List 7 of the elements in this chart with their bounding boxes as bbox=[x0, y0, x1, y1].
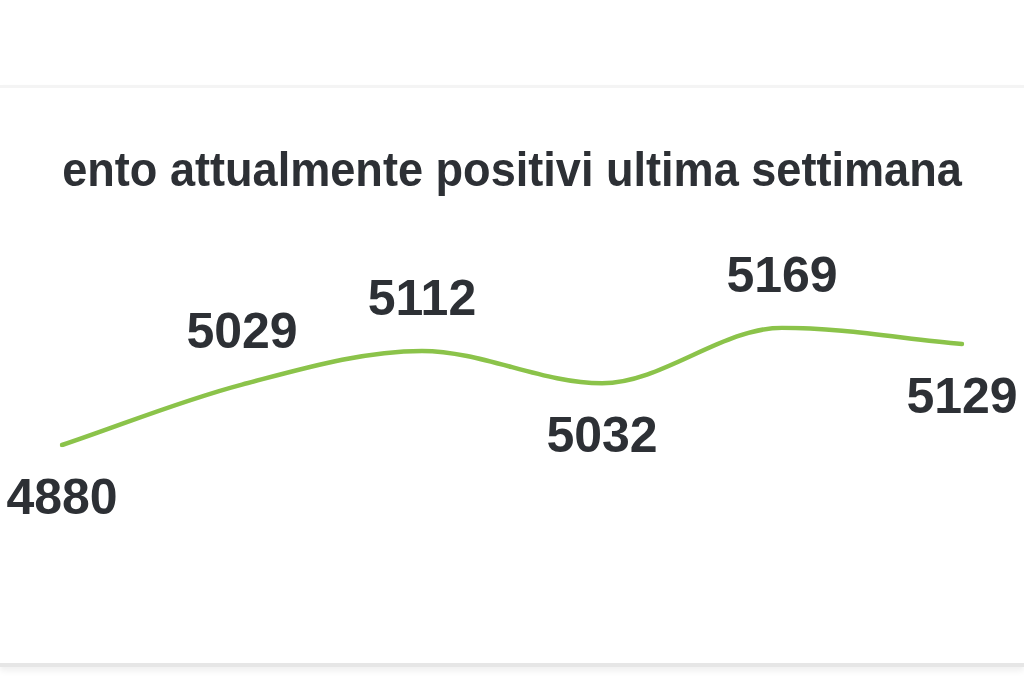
data-label: 4880 bbox=[6, 468, 118, 525]
data-label: 5169 bbox=[726, 246, 838, 303]
data-label: 5129 bbox=[906, 367, 1018, 424]
chart-title: ento attualmente positivi ultima settimana bbox=[62, 141, 963, 197]
data-label: 5029 bbox=[186, 303, 298, 360]
data-label: 5032 bbox=[546, 407, 658, 464]
data-label: 5112 bbox=[367, 269, 477, 326]
